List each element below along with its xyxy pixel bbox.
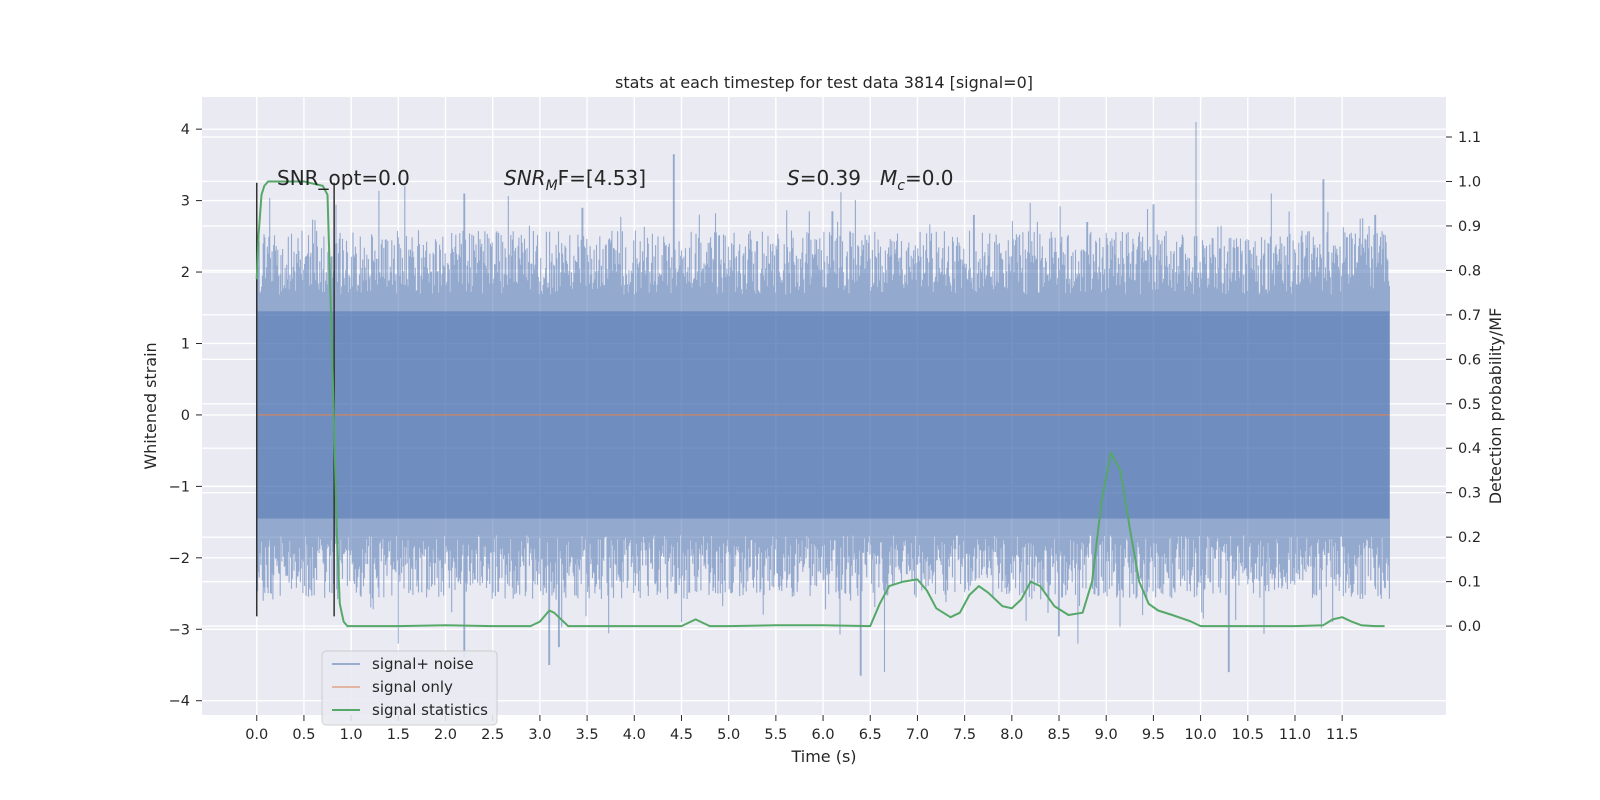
x-tick-label: 1.5 xyxy=(387,727,410,743)
left-y-tick-label: −4 xyxy=(169,694,190,710)
x-tick-label: 10.5 xyxy=(1232,727,1264,743)
right-y-tick-label: 0.7 xyxy=(1458,308,1481,324)
x-tick-label: 7.0 xyxy=(906,727,929,743)
left-y-tick-label: −1 xyxy=(169,479,190,495)
x-axis-ticks: 0.0 0.5 1.0 1.5 2.0 2.5 3.0 3.5 4.0 4.5 5.0 5.5 6.0 6… xyxy=(245,715,1358,743)
left-y-tick-label: 0 xyxy=(181,408,190,424)
left-y-tick-label: 4 xyxy=(181,122,190,138)
x-tick-label: 5.5 xyxy=(764,727,787,743)
annotation-s: S=0.39 xyxy=(787,166,861,190)
x-tick-label: 0.0 xyxy=(245,727,268,743)
annotation-s-value: =0.39 xyxy=(800,166,861,190)
left-y-tick-label: −3 xyxy=(169,622,190,638)
x-tick-label: 4.0 xyxy=(623,727,646,743)
x-tick-label: 6.5 xyxy=(859,727,882,743)
right-y-tick-label: 1.1 xyxy=(1458,130,1481,146)
x-tick-label: 9.0 xyxy=(1095,727,1118,743)
legend-label-signal-statistics: signal statistics xyxy=(372,701,488,719)
x-tick-label: 11.5 xyxy=(1326,727,1358,743)
right-y-tick-label: 0.1 xyxy=(1458,575,1481,591)
left-y-tick-label: −2 xyxy=(169,551,190,567)
x-tick-label: 2.0 xyxy=(434,727,457,743)
annotation-snr-mf-value: F=[4.53] xyxy=(558,166,646,190)
legend: signal+ noise signal only signal statist… xyxy=(321,650,498,726)
annotation-s-symbol: S xyxy=(787,166,800,190)
annotation-mc-subscript: c xyxy=(897,178,905,194)
x-tick-label: 5.0 xyxy=(717,727,740,743)
series-signal-statistics xyxy=(255,180,1385,628)
right-y-tick-label: 0.4 xyxy=(1458,441,1481,457)
legend-box xyxy=(321,650,498,726)
signal-statistics-line xyxy=(255,180,1385,628)
x-tick-label: 0.5 xyxy=(292,727,315,743)
right-y-tick-label: 1.0 xyxy=(1458,174,1481,190)
x-tick-label: 3.5 xyxy=(576,727,599,743)
x-axis-label: Time (s) xyxy=(790,747,856,766)
right-y-axis-label: Detection probability/MF xyxy=(1486,308,1505,505)
x-tick-label: 3.0 xyxy=(528,727,551,743)
x-tick-label: 4.5 xyxy=(670,727,693,743)
annotation-snr-mf-symbol: SNR xyxy=(504,166,546,190)
chart-title: stats at each timestep for test data 381… xyxy=(615,73,1033,92)
x-tick-label: 8.0 xyxy=(1000,727,1023,743)
right-y-tick-label: 0.0 xyxy=(1458,619,1481,635)
right-y-tick-label: 0.3 xyxy=(1458,486,1481,502)
x-tick-label: 11.0 xyxy=(1279,727,1311,743)
x-tick-label: 1.0 xyxy=(340,727,363,743)
x-tick-label: 2.5 xyxy=(481,727,504,743)
left-y-tick-label: 1 xyxy=(181,336,190,352)
annotation-snr-mf-subscript: M xyxy=(546,178,558,194)
left-y-axis-label: Whitened strain xyxy=(141,342,160,469)
right-y-tick-label: 0.9 xyxy=(1458,219,1481,235)
x-tick-label: 6.0 xyxy=(812,727,835,743)
annotation-mc: Mc=0.0 xyxy=(880,166,954,194)
x-tick-label: 8.5 xyxy=(1047,727,1070,743)
right-y-tick-label: 0.5 xyxy=(1458,397,1481,413)
right-y-tick-label: 0.2 xyxy=(1458,530,1481,546)
left-y-tick-label: 3 xyxy=(181,194,190,210)
legend-label-signal-only: signal only xyxy=(372,678,453,696)
x-tick-label: 10.0 xyxy=(1184,727,1216,743)
legend-label-signal-noise: signal+ noise xyxy=(372,655,474,673)
right-y-tick-label: 0.8 xyxy=(1458,263,1481,279)
left-y-axis-ticks: 4 3 2 1 0 −1 −2 −3 −4 xyxy=(169,122,202,710)
x-tick-label: 7.5 xyxy=(953,727,976,743)
left-y-tick-label: 2 xyxy=(181,265,190,281)
right-y-axis-ticks: 1.1 1.0 0.9 0.8 0.7 0.6 0.5 0.4 0.3 0.2 0.1 0.0 xyxy=(1446,130,1481,635)
annotation-mc-value: =0.0 xyxy=(905,166,954,190)
annotation-snr-opt: SNR_opt=0.0 xyxy=(277,166,410,190)
right-y-tick-label: 0.6 xyxy=(1458,352,1481,368)
annotation-mc-symbol: M xyxy=(880,166,897,190)
x-tick-label: 9.5 xyxy=(1142,727,1165,743)
annotation-snr-mf: SNRMF=[4.53] xyxy=(504,166,646,194)
